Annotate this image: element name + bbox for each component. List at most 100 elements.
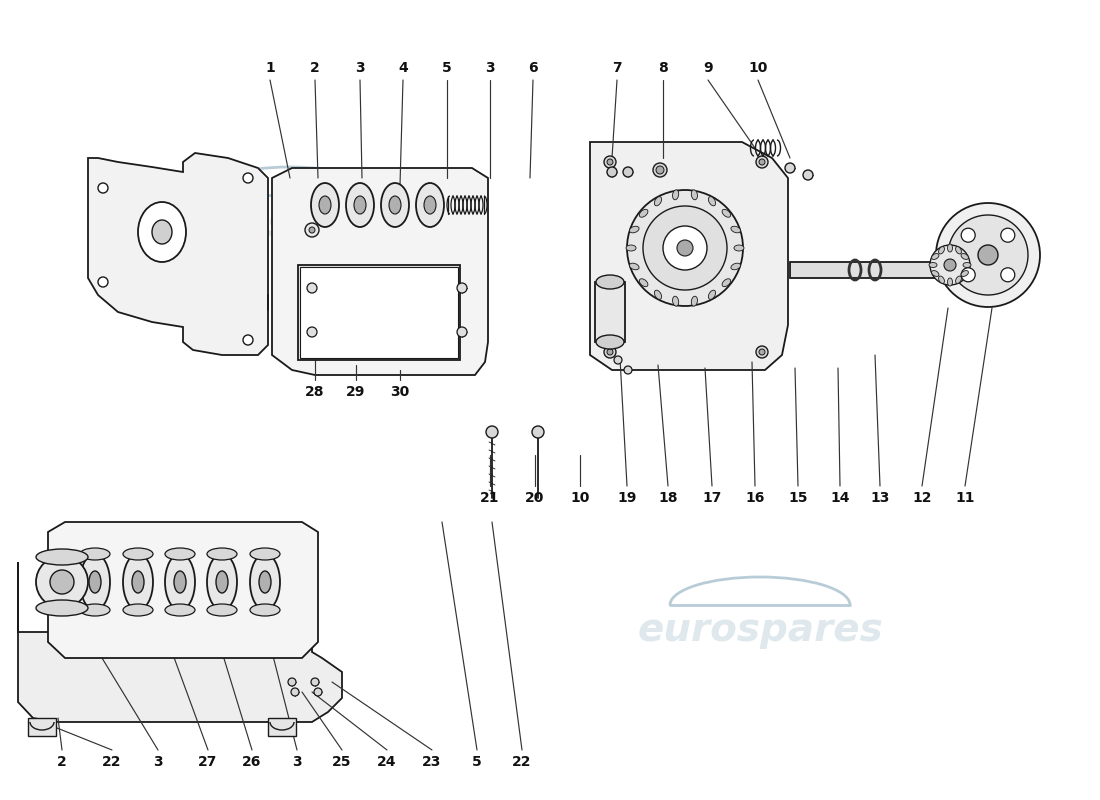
Circle shape <box>663 226 707 270</box>
Ellipse shape <box>165 548 195 560</box>
Circle shape <box>624 366 632 374</box>
Circle shape <box>305 223 319 237</box>
Text: 22: 22 <box>513 755 531 769</box>
Ellipse shape <box>123 604 153 616</box>
Text: 8: 8 <box>658 61 668 75</box>
Text: 15: 15 <box>789 491 807 505</box>
Ellipse shape <box>132 571 144 593</box>
Text: 3: 3 <box>355 61 365 75</box>
Circle shape <box>978 245 998 265</box>
Ellipse shape <box>708 290 716 299</box>
Ellipse shape <box>346 183 374 227</box>
Ellipse shape <box>722 278 730 286</box>
Ellipse shape <box>258 571 271 593</box>
Ellipse shape <box>956 276 961 283</box>
Text: 12: 12 <box>912 491 932 505</box>
Circle shape <box>676 240 693 256</box>
Ellipse shape <box>938 246 945 254</box>
Ellipse shape <box>656 166 664 174</box>
Text: 4: 4 <box>398 61 408 75</box>
Text: 19: 19 <box>617 491 637 505</box>
Ellipse shape <box>596 275 624 289</box>
Ellipse shape <box>319 196 331 214</box>
Bar <box>28 718 56 736</box>
Circle shape <box>243 173 253 183</box>
Text: 9: 9 <box>703 61 713 75</box>
Circle shape <box>243 335 253 345</box>
Ellipse shape <box>165 604 195 616</box>
Ellipse shape <box>80 604 110 616</box>
Ellipse shape <box>672 296 679 306</box>
Circle shape <box>50 570 74 594</box>
Polygon shape <box>18 562 342 722</box>
Ellipse shape <box>381 183 409 227</box>
Ellipse shape <box>947 278 953 286</box>
Ellipse shape <box>311 678 319 686</box>
Ellipse shape <box>691 296 697 306</box>
Ellipse shape <box>250 604 280 616</box>
Text: 20: 20 <box>526 491 544 505</box>
Ellipse shape <box>250 554 280 610</box>
Circle shape <box>604 156 616 168</box>
Text: 13: 13 <box>870 491 890 505</box>
Ellipse shape <box>956 246 961 254</box>
Circle shape <box>759 159 764 165</box>
Ellipse shape <box>734 245 744 251</box>
Circle shape <box>456 327 468 337</box>
Ellipse shape <box>216 571 228 593</box>
Polygon shape <box>88 153 268 355</box>
Ellipse shape <box>785 163 795 173</box>
Circle shape <box>36 556 88 608</box>
Ellipse shape <box>207 548 236 560</box>
Text: 17: 17 <box>702 491 722 505</box>
Circle shape <box>756 156 768 168</box>
Text: 1: 1 <box>265 61 275 75</box>
Ellipse shape <box>730 263 740 270</box>
Text: eurospares: eurospares <box>167 206 412 244</box>
Bar <box>595 282 625 342</box>
Polygon shape <box>590 142 788 370</box>
Ellipse shape <box>89 571 101 593</box>
Text: 23: 23 <box>422 755 442 769</box>
Ellipse shape <box>961 270 968 277</box>
Text: 6: 6 <box>528 61 538 75</box>
Circle shape <box>614 356 622 364</box>
Ellipse shape <box>486 426 498 438</box>
Text: 2: 2 <box>57 755 67 769</box>
Text: 25: 25 <box>332 755 352 769</box>
Ellipse shape <box>932 254 939 259</box>
Circle shape <box>930 245 970 285</box>
Text: 27: 27 <box>198 755 218 769</box>
Ellipse shape <box>532 426 544 438</box>
Ellipse shape <box>250 548 280 560</box>
Text: 11: 11 <box>955 491 975 505</box>
Polygon shape <box>48 522 318 658</box>
Ellipse shape <box>311 183 339 227</box>
Text: 24: 24 <box>377 755 397 769</box>
Text: 3: 3 <box>485 61 495 75</box>
Circle shape <box>1001 228 1015 242</box>
Text: 30: 30 <box>390 385 409 399</box>
Circle shape <box>307 327 317 337</box>
Ellipse shape <box>596 335 624 349</box>
Ellipse shape <box>36 600 88 616</box>
Bar <box>300 267 458 358</box>
Ellipse shape <box>730 226 740 233</box>
Circle shape <box>936 203 1040 307</box>
Circle shape <box>98 183 108 193</box>
Ellipse shape <box>416 183 444 227</box>
Bar <box>268 718 296 736</box>
Bar <box>298 265 460 360</box>
Text: 3: 3 <box>293 755 301 769</box>
Ellipse shape <box>207 604 236 616</box>
Ellipse shape <box>424 196 436 214</box>
Circle shape <box>456 283 468 293</box>
Ellipse shape <box>947 244 953 252</box>
Circle shape <box>307 283 317 293</box>
Ellipse shape <box>292 688 299 696</box>
Text: 14: 14 <box>830 491 849 505</box>
Ellipse shape <box>389 196 402 214</box>
Ellipse shape <box>123 548 153 560</box>
Text: eurospares: eurospares <box>637 611 883 649</box>
Ellipse shape <box>626 245 636 251</box>
